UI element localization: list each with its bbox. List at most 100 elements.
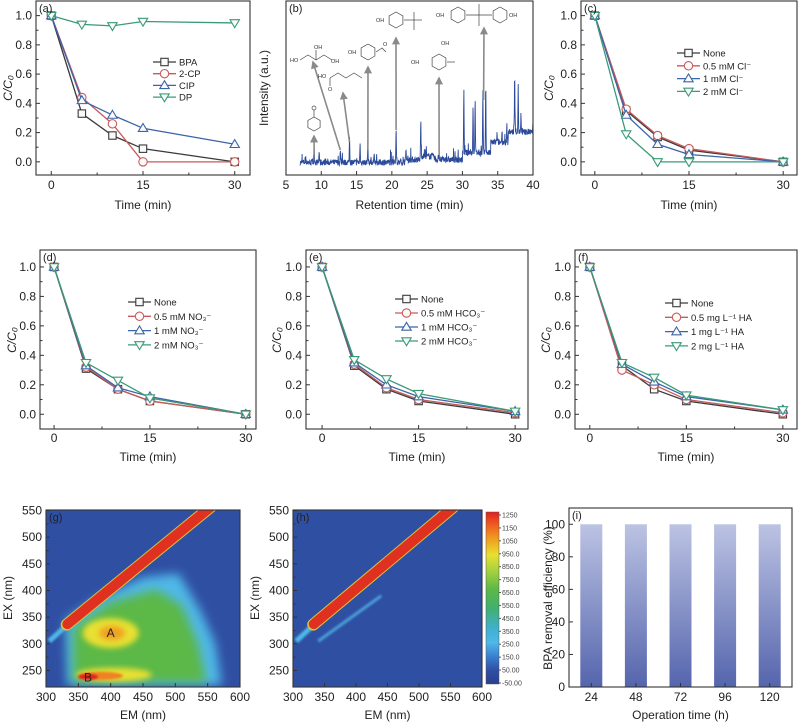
plot-frame [39,249,257,430]
x-axis-label: EM (nm) [120,708,166,722]
y-tick-label: 300 [269,637,289,651]
legend: None 0.5 mM HCO₃⁻ 1 mM HCO₃⁻ 2 mM HCO₃⁻ [395,295,485,348]
x-tick-label: 30 [228,178,242,192]
data-point [106,109,119,119]
y-tick-label: 0.8 [15,38,32,52]
x-axis-label: Time (min) [120,450,177,464]
y-tick-label: 0.2 [554,378,571,392]
data-point [229,138,241,149]
data-point [48,263,60,273]
legend-marker [400,321,413,331]
x-tick-label: 48 [629,690,643,704]
x-tick-label: 550 [440,690,460,704]
colorbar-label: 1050 [502,538,518,545]
y-tick-label: 0.6 [15,67,32,81]
chemical-structures: HO OH OH HO O OH O OH OH OH OH OH [290,4,517,132]
y-tick-label: 0.4 [19,348,36,362]
data-point [348,356,360,366]
legend-marker [134,311,145,322]
panel-e: None 0.5 mM HCO₃⁻ 1 mM HCO₃⁻ 2 mM HCO₃⁻ 0 15 3… [270,249,529,464]
y-tick-label: 0.2 [285,378,302,392]
y-tick-label: 0.4 [554,348,571,362]
series-3 [589,11,789,168]
data-point [45,11,57,22]
data-point [683,148,695,159]
legend-marker [158,93,171,103]
plot-frame [45,509,241,688]
legend-marker [158,79,171,90]
legend-item: 0.5 mg L⁻¹ HA [665,312,753,324]
rayleigh-scatter-band [62,510,215,630]
legend-label: BPA [179,58,198,69]
annotation-arrow [339,91,351,143]
data-point [229,157,240,167]
legend-item: 2 mM NO₃⁻ [128,340,204,351]
legend-item: BPA [153,58,198,69]
colorbar-gradient [485,511,500,685]
data-point [112,381,124,392]
y-axis-label: C/C₀ [5,327,19,353]
series-line [321,266,516,412]
x-tick-label: 300 [36,690,56,704]
plot-frame [580,0,798,176]
y-axis-label: EX (nm) [1,576,15,620]
y-tick-label: 500 [269,530,289,544]
atom-label: HO [290,58,299,64]
colorbar-label: 650.0 [502,590,520,597]
colorbar-label: 850.0 [502,564,520,571]
panel-label: (a) [39,3,52,15]
x-tick-label: 15 [680,431,694,445]
chromatogram-trace [299,80,534,168]
y-axis-label: C/C₀ [542,75,556,101]
data-point [138,157,148,167]
panel-f: None 0.5 mg L⁻¹ HA 1 mg L⁻¹ HA 2 mg L⁻¹ HA 0… [539,249,798,464]
legend-marker [133,341,146,351]
bar [669,524,692,687]
panel-label: (f) [578,252,588,264]
legend-item: 1 mg L⁻¹ HA [665,325,745,338]
legend-label: 1 mg L⁻¹ HA [691,327,745,338]
x-tick-label: 0 [51,431,58,445]
eem-contour-green [73,589,207,683]
y-tick-label: 0.4 [560,96,577,110]
x-axis-label: Time (min) [658,450,715,464]
data-point [144,394,156,404]
y-tick-label: 0.2 [560,126,577,140]
panel-b: HO OH OH HO O OH O OH OH OH OH OH 5 10 15 20 25 30 35 40 Ret… [257,0,540,212]
legend-item: 2 mg L⁻¹ HA [665,341,745,352]
data-point [620,109,632,119]
legend: None 0.5 mM NO₃⁻ 1 mM NO₃⁻ 2 mM NO₃⁻ [128,298,211,351]
legend-marker [671,312,682,323]
legend-marker [670,325,683,336]
legend-label: 1 mM NO₃⁻ [154,326,204,337]
legend-marker [159,68,170,79]
bar [758,524,781,687]
legend-item: None [665,299,714,310]
structure-bpa-ring-1 [450,6,466,24]
y-tick-label: 0.8 [19,289,36,303]
colorbar-label: -50.00 [502,681,522,688]
panel-label: (e) [309,252,322,264]
x-tick-label: 25 [420,178,434,192]
data-point [106,22,119,32]
eem-peak-b-max [78,673,99,680]
peak-label: A [107,626,115,640]
y-tick-label: 0.2 [15,126,32,140]
structure-methylresorcinol [431,53,447,71]
x-tick-label: 40 [526,178,540,192]
legend-label: 1 mM Cl⁻ [703,74,743,85]
x-tick-label: 350 [314,690,334,704]
data-point [620,130,632,140]
y-tick-label: 0.0 [285,407,302,421]
x-tick-label: 0 [48,178,55,192]
bar [580,524,603,687]
y-tick-label: 60 [552,582,566,596]
data-point [138,144,148,153]
colorbar-label: 950.0 [502,551,520,558]
legend-marker [684,48,693,58]
legend-marker [160,57,169,67]
